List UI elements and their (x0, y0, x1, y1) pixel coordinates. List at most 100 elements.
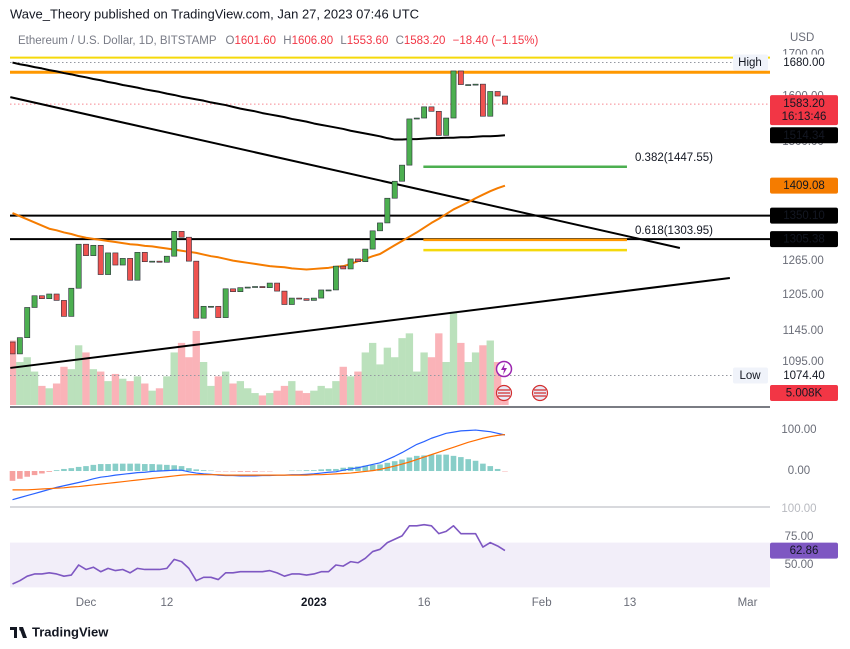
volume-bar (10, 340, 17, 405)
volume-bar (317, 385, 325, 405)
rsi-band (10, 542, 770, 588)
macd-histogram-bar (17, 471, 23, 479)
flag-glyph (498, 389, 510, 397)
x-tick-label: Mar (738, 597, 758, 609)
candle-body (443, 117, 450, 136)
candle-body (141, 252, 148, 263)
candle-body (237, 287, 244, 292)
high-value-box (770, 54, 838, 71)
volume-bar (16, 362, 24, 405)
x-tick-label: 2023 (301, 597, 327, 609)
macd-histogram-bar (97, 464, 104, 472)
candle-body (163, 255, 170, 263)
volume-bar (435, 333, 443, 405)
volume-bar (155, 388, 164, 405)
volume-bar (163, 376, 171, 405)
low-value-box (770, 367, 838, 384)
volume-bar (119, 378, 127, 405)
candle-body (38, 295, 45, 299)
macd-histogram-bar (61, 468, 67, 472)
candle-body (318, 289, 325, 299)
macd-histogram-bar (119, 463, 126, 472)
candle-body (391, 180, 398, 199)
candle-body (333, 265, 339, 291)
volume-bar (464, 362, 472, 405)
volume-bar (332, 381, 340, 405)
macd-histogram-bar (325, 468, 332, 472)
price-label: 1514.34 (783, 130, 825, 142)
trendline (10, 276, 730, 369)
fib-label: 0.382(1447.55) (635, 152, 713, 164)
macd-tick-label: 100.00 (781, 424, 816, 436)
volume-bar (214, 376, 222, 405)
volume-bar (244, 388, 252, 405)
volume-bar (207, 385, 215, 405)
volume-bar (229, 383, 237, 405)
candle-body (75, 243, 82, 289)
candle-body (90, 244, 97, 256)
candle-body (487, 91, 494, 117)
candle-body (171, 231, 178, 257)
macd-histogram-bar (46, 471, 53, 472)
high-tag: High (738, 57, 762, 69)
macd-histogram-bar (31, 471, 38, 476)
macd-histogram-bar (355, 466, 361, 472)
macd-histogram-bar (443, 454, 449, 472)
volume-bar (427, 357, 436, 405)
fib-label: 0.618(1303.95) (635, 225, 713, 237)
macd-histogram-bar (75, 466, 82, 472)
macd-histogram-bar (112, 463, 119, 472)
volume-bar (346, 376, 355, 405)
macd-histogram-bar (494, 468, 501, 472)
candle-body (186, 236, 192, 262)
volume-bar (104, 381, 112, 405)
candle-body (259, 286, 266, 288)
candle-body (252, 286, 258, 288)
macd-histogram-bar (186, 468, 192, 472)
volume-bar (288, 381, 296, 405)
volume-bar (170, 352, 178, 405)
macd-histogram-bar (68, 468, 75, 472)
volume-bar (126, 381, 134, 405)
rsi-tick-label: 50.00 (785, 559, 814, 571)
ohlc-key: H (283, 35, 291, 47)
volume-bar (391, 357, 399, 405)
macd-histogram-bar (9, 471, 16, 481)
macd-histogram-bar (480, 463, 486, 472)
price-label: 5.008K (786, 388, 823, 400)
footer-brand: TradingView (32, 624, 109, 639)
last-price-label: 1583.20 (783, 98, 825, 110)
ohlc-value: 1601.60 (235, 35, 277, 47)
logo-dot (19, 627, 23, 631)
candle-body (472, 83, 479, 86)
volume-bar (60, 366, 68, 405)
logo-mark (10, 627, 27, 638)
macd-histogram-bar (399, 459, 405, 472)
volume-bar (493, 362, 502, 405)
volume-bar (23, 357, 31, 405)
candle-body (119, 258, 126, 266)
volume-bar (420, 352, 428, 405)
last-price-box (770, 95, 838, 126)
candle-body (362, 248, 369, 263)
rsi-tick-label: 75.00 (785, 531, 814, 543)
candle-body (156, 260, 163, 263)
volume-bar (30, 371, 39, 405)
candle-body (24, 307, 31, 338)
y-tick-label: 1095.00 (782, 356, 824, 368)
candle-body (465, 84, 472, 86)
countdown-label: 16:13:46 (782, 111, 827, 123)
moving-average (12, 61, 506, 141)
macd-histogram-bar (193, 469, 200, 472)
candle-body (266, 282, 273, 288)
candle-body (502, 95, 508, 105)
candle-body (369, 230, 376, 250)
moving-average (12, 184, 506, 271)
y-tick-label: 1265.00 (782, 255, 824, 267)
volume-bar (361, 352, 369, 405)
candle-body (340, 265, 347, 270)
candle-body (97, 244, 104, 275)
candle-body (53, 293, 60, 301)
price-label: 1350.10 (783, 210, 825, 222)
